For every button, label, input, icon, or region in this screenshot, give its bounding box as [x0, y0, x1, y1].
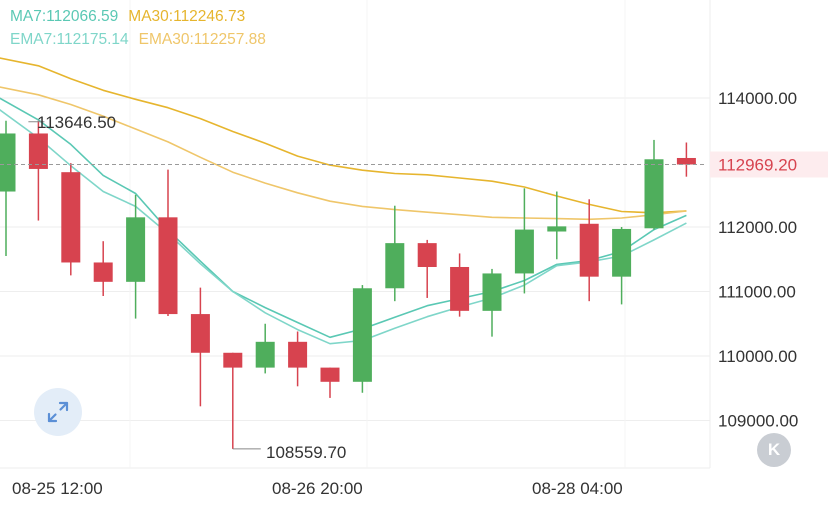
candle-body	[385, 243, 405, 289]
ma7-value: MA7:112066.59	[10, 8, 119, 25]
candle-body	[61, 172, 81, 263]
candle-body	[514, 229, 534, 274]
candle-body	[93, 262, 113, 282]
candle-0	[0, 120, 16, 257]
candle-body	[352, 288, 372, 382]
candle-body	[158, 217, 178, 315]
candle-5	[158, 169, 178, 317]
candle-body	[547, 226, 567, 232]
candle-1	[28, 120, 48, 221]
candle-body	[126, 217, 146, 282]
line-ma30	[0, 57, 687, 214]
indicator-row-ema: EMA7:112175.14 EMA30:112257.88	[10, 31, 276, 49]
candle-body	[612, 228, 632, 277]
ema30-value: EMA30:112257.88	[138, 31, 266, 48]
candle-21	[676, 142, 696, 177]
candle-14	[450, 253, 470, 317]
candle-15	[482, 268, 502, 337]
candle-17	[547, 191, 567, 260]
high-label: 113646.50	[37, 113, 116, 132]
y-tick-label: 112000.00	[718, 218, 797, 237]
x-tick-label: 08-26 20:00	[272, 479, 363, 498]
line-ema7	[0, 108, 687, 345]
candle-6	[190, 287, 210, 407]
candle-body	[190, 314, 210, 353]
candles	[0, 120, 696, 449]
low-label: 108559.70	[266, 443, 346, 462]
candle-18	[579, 199, 599, 302]
candle-16	[514, 188, 534, 294]
candle-body	[320, 367, 340, 382]
candle-19	[612, 227, 632, 305]
grid-lines	[0, 0, 711, 469]
current-price-label: 112969.20	[718, 155, 797, 174]
annotations: 112969.20 113646.50 108559.70	[0, 113, 828, 462]
candle-9	[288, 331, 308, 387]
candle-body	[417, 243, 437, 267]
indicator-lines	[0, 57, 687, 345]
line-ma7	[0, 97, 687, 339]
y-tick-label: 110000.00	[718, 347, 797, 366]
candle-3	[93, 241, 113, 297]
current-price-tag	[710, 151, 828, 178]
expand-icon	[47, 401, 69, 423]
candle-4	[126, 194, 146, 319]
candle-body	[450, 266, 470, 311]
x-tick-label: 08-25 12:00	[12, 479, 103, 498]
y-tick-label: 109000.00	[718, 412, 798, 431]
y-axis: 114000.00 112000.00 111000.00 110000.00 1090…	[718, 89, 798, 431]
candle-11	[352, 285, 372, 393]
candle-body	[255, 341, 275, 368]
candle-body	[579, 223, 599, 277]
candle-body	[0, 133, 16, 192]
y-tick-label: 114000.00	[718, 89, 797, 108]
x-tick-label: 08-28 04:00	[532, 479, 623, 498]
candle-12	[385, 205, 405, 302]
candle-body	[288, 341, 308, 368]
y-tick-label: 111000.00	[718, 283, 796, 302]
candle-10	[320, 367, 340, 398]
candle-20	[644, 139, 664, 230]
expand-button[interactable]	[34, 388, 82, 436]
candle-13	[417, 239, 437, 298]
candle-8	[255, 323, 275, 374]
candle-body	[223, 352, 243, 368]
candle-body	[482, 273, 502, 311]
indicator-row-ma: MA7:112066.59 MA30:112246.73	[10, 8, 255, 26]
candle-2	[61, 163, 81, 276]
candle-body	[644, 159, 664, 229]
candle-body	[28, 133, 48, 169]
x-axis: 08-25 12:00 08-26 20:00 08-28 04:00	[12, 479, 623, 498]
candle-body	[676, 157, 696, 165]
ema7-value: EMA7:112175.14	[10, 31, 129, 48]
kline-button[interactable]: K	[757, 433, 791, 467]
ma30-value: MA30:112246.73	[128, 8, 246, 25]
line-ema30	[0, 86, 687, 221]
candle-7	[223, 352, 243, 449]
